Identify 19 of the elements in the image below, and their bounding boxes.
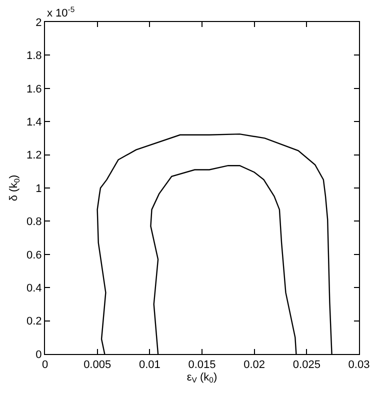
y-tick-label: 1 bbox=[36, 182, 42, 195]
x-tick-label: 0.02 bbox=[244, 359, 266, 372]
y-tick-label: 0.4 bbox=[26, 282, 42, 294]
x-tick-label: 0.01 bbox=[138, 359, 160, 372]
x-tick-label: 0.005 bbox=[84, 359, 112, 372]
y-tick-label: 1.8 bbox=[26, 50, 42, 62]
x-axis-title: ε$_{V}$ (k$_{0}$) bbox=[186, 371, 218, 385]
y-tick-label: 0.8 bbox=[26, 216, 42, 228]
y-tick-label: 0.6 bbox=[26, 249, 42, 262]
x-tick-label: 0.015 bbox=[188, 359, 216, 372]
y-tick-label: 0.2 bbox=[26, 316, 42, 328]
text: x 10$^{-5}$ bbox=[47, 5, 75, 20]
y-tick-label: 2 bbox=[36, 16, 42, 29]
x-tick-label: 0.025 bbox=[292, 359, 320, 372]
y-tick-label: 1.2 bbox=[26, 150, 42, 162]
y-tick-label: 0 bbox=[36, 348, 42, 361]
x-tick-label: 0.03 bbox=[348, 359, 370, 372]
y-tick-label: 1.4 bbox=[26, 116, 42, 128]
y-tick-label: 1.6 bbox=[26, 83, 42, 96]
